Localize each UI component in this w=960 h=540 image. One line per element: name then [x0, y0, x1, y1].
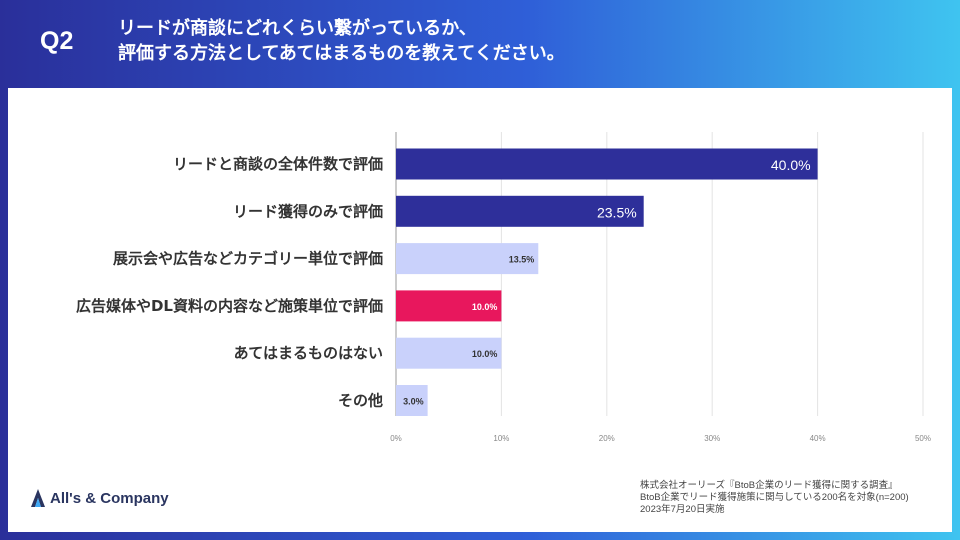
bar [396, 243, 539, 275]
logo-mark-icon [31, 489, 45, 507]
source-note: 株式会社オーリーズ『BtoB企業のリード獲得に関する調査』 BtoB企業でリード… [640, 480, 909, 516]
data-label: 23.5% [597, 204, 637, 220]
question-text: リードが商談にどれくらい繋がっているか、 評価する方法としてあてはまるものを教え… [118, 16, 918, 66]
category-label: あてはまるものはない [234, 344, 383, 362]
bar-chart: 0% 10% 20% 30% 40% 50% リードと商談の全体件数で評価 40.0% リード獲… [76, 132, 931, 443]
x-tick-label: 20% [599, 434, 615, 443]
bar [396, 195, 644, 227]
slide-header: Q2 リードが商談にどれくらい繋がっているか、 評価する方法としてあてはまるもの… [0, 0, 960, 88]
x-tick-label: 40% [810, 434, 826, 443]
category-label: 展示会や広告などカテゴリー単位で評価 [113, 250, 383, 268]
data-label: 10.0% [472, 302, 498, 312]
question-line-2: 評価する方法としてあてはまるものを教えてください。 [118, 43, 565, 64]
x-tick-label: 0% [390, 434, 402, 443]
question-line-1: リードが商談にどれくらい繋がっているか、 [118, 18, 477, 39]
data-label: 3.0% [403, 397, 424, 407]
category-label: 広告媒体やDL資料の内容など施策単位で評価 [76, 297, 383, 315]
company-logo: All's & Company [30, 486, 169, 510]
chart-card: 0% 10% 20% 30% 40% 50% リードと商談の全体件数で評価 40.0% リード獲… [8, 88, 952, 532]
bar [396, 148, 818, 180]
source-line-1: 株式会社オーリーズ『BtoB企業のリード獲得に関する調査』 [640, 480, 898, 491]
logo-text: All's & Company [50, 489, 169, 507]
data-label: 40.0% [771, 157, 811, 173]
bar [396, 337, 502, 369]
data-label: 13.5% [509, 255, 535, 265]
bar [396, 290, 502, 322]
x-tick-label: 30% [704, 434, 720, 443]
source-line-3: 2023年7月20日実施 [640, 504, 725, 515]
bar [396, 385, 428, 416]
category-label: リード獲得のみで評価 [233, 202, 383, 220]
x-tick-label: 10% [493, 434, 509, 443]
category-label: その他 [338, 392, 383, 410]
x-tick-label: 50% [915, 434, 931, 443]
data-label: 10.0% [472, 349, 498, 359]
question-number: Q2 [40, 27, 74, 55]
source-line-2: BtoB企業でリード獲得施策に関与している200名を対象(n=200) [640, 492, 909, 503]
category-label: リードと商談の全体件数で評価 [173, 155, 383, 173]
